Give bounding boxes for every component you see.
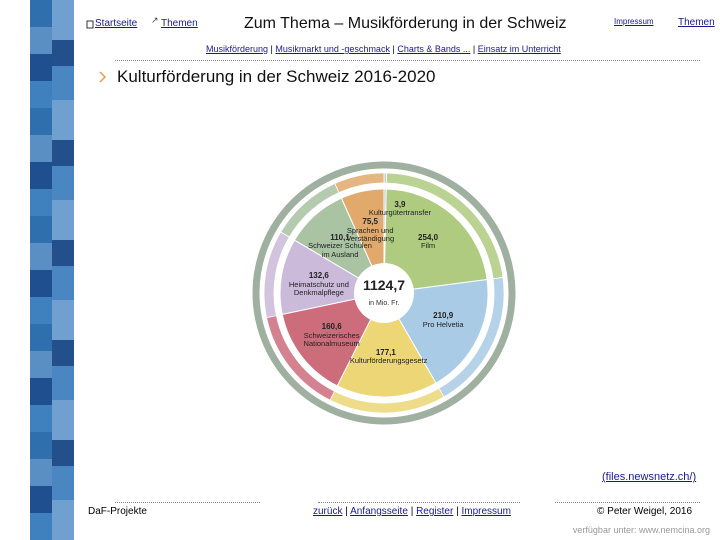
footer-link[interactable]: Anfangsseite <box>350 506 408 517</box>
segment-label: 210,9 Pro Helvetia <box>407 312 479 329</box>
separator: | <box>472 44 476 54</box>
footer-links: zurück | Anfangsseite | Register | Impre… <box>313 506 511 517</box>
home-icon <box>86 20 94 29</box>
nav-link[interactable]: Startseite <box>95 18 138 29</box>
value-label: 160,6 <box>321 322 342 332</box>
outer-segment <box>334 172 385 194</box>
value-label: 3,9 <box>394 199 406 209</box>
separator: | <box>392 44 395 54</box>
category-label: Sprachen und Verständigung <box>346 225 395 244</box>
footer-link[interactable]: zurück <box>313 506 343 517</box>
divider <box>115 502 260 503</box>
category-label: Film <box>420 241 436 251</box>
sub-link[interactable]: Einsatz im Unterricht <box>477 44 561 54</box>
unit-label: in Mio. Fr. <box>369 300 400 307</box>
category-label: Schweizer Schulen im Ausland <box>308 241 372 259</box>
segment-label: 110,1 Schweizer Schulen im Ausland <box>304 232 376 260</box>
segment <box>383 188 488 294</box>
sub-link[interactable]: Musikmarkt und -geschmack <box>275 44 390 54</box>
segment-label: 132,6 Heimatschutz und Denkmalpflege <box>283 272 355 298</box>
separator: | <box>410 506 414 517</box>
nav-link[interactable]: Themen <box>161 18 198 29</box>
sub-link[interactable]: Musikförderung <box>206 44 269 54</box>
value-label: 75,5 <box>362 217 378 227</box>
nav-icon: ↗ <box>151 15 159 25</box>
sub-link[interactable]: Charts & Bands ... <box>397 44 471 54</box>
nav-link[interactable]: Themen <box>678 17 715 28</box>
category-label: Kulturgütertransfer <box>368 208 431 218</box>
decor-stripe <box>52 0 74 540</box>
category-label: Kulturförderungsgesetz <box>349 356 428 366</box>
sub-navigation: Musikförderung | Musikmarkt und -geschma… <box>206 44 561 54</box>
segment-label: 3,9 Kulturgütertransfer <box>364 199 436 218</box>
separator: | <box>456 506 459 517</box>
footer-link[interactable]: Register <box>416 506 454 517</box>
heading: Kulturförderung in der Schweiz 2016-2020 <box>117 67 436 86</box>
center-hole <box>354 263 414 323</box>
footer-label: DaF-Projekte <box>88 506 147 517</box>
divider <box>115 60 700 61</box>
source-link[interactable]: (files.newsnetz.ch/) <box>602 471 697 483</box>
separator: | <box>270 44 273 54</box>
value-label: 132,6 <box>308 271 329 281</box>
value-label: 254,0 <box>418 232 439 242</box>
outer-ring <box>252 161 516 425</box>
divider <box>555 502 700 503</box>
page-title: Zum Thema – Musikförderung in der Schwei… <box>244 15 567 32</box>
availability: verfügbar unter: www.nemcina.org <box>572 525 710 535</box>
segment-label: 160,6 Schweizerisches Nationalmuseum <box>296 323 368 349</box>
total-label: 1124,7 <box>363 277 405 293</box>
divider <box>318 502 520 503</box>
segment-label: 177,1 Kulturförderungsgesetz <box>350 347 428 366</box>
segment-label: 75,5 Sprachen und Verständigung <box>334 218 406 244</box>
heading-marker <box>99 71 107 83</box>
copyright: © Peter Weigel, 2016 <box>597 506 693 517</box>
category-label: Pro Helvetia <box>422 319 464 329</box>
value-label: 210,9 <box>433 311 454 321</box>
footer-link[interactable]: Impressum <box>461 506 511 517</box>
value-label: 177,1 <box>375 347 396 357</box>
separator: | <box>345 506 348 517</box>
nav-link[interactable]: Impressum <box>614 17 654 26</box>
category-label: Schweizerisches Nationalmuseum <box>303 330 360 349</box>
value-label: 110,1 <box>330 232 350 242</box>
segment-label: 254,0 Film <box>392 232 464 251</box>
category-label: Heimatschutz und Denkmalpflege <box>288 279 349 298</box>
